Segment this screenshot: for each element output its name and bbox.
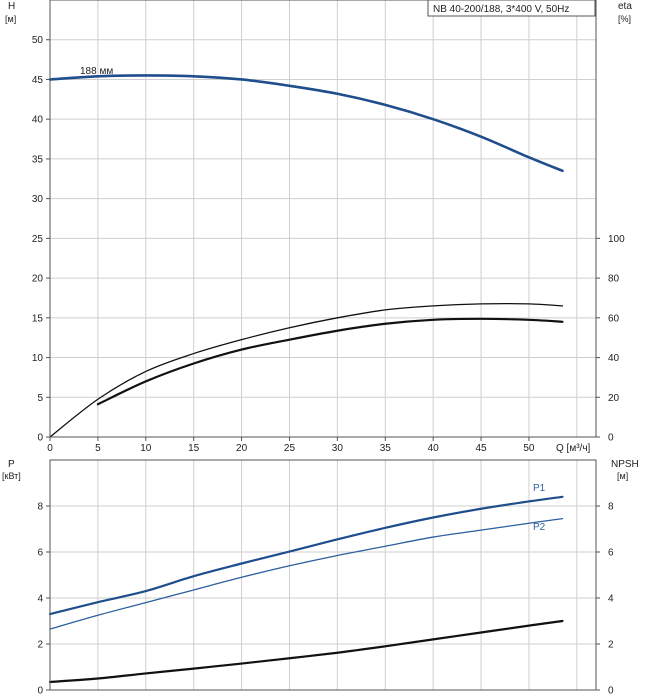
top-ylabel: H xyxy=(8,1,15,12)
top-left-tick-label: 25 xyxy=(32,234,44,245)
top-right-tick-label: 100 xyxy=(608,234,625,245)
top-x-tick-label: 10 xyxy=(140,443,152,454)
bottom-ylabel-right-unit: [м] xyxy=(617,471,628,481)
top-left-tick-label: 50 xyxy=(32,35,44,46)
top-x-tick-label: 45 xyxy=(475,443,487,454)
top-x-tick-label: 40 xyxy=(428,443,440,454)
top-x-tick-label: 25 xyxy=(284,443,296,454)
top-series-line-0 xyxy=(48,74,564,173)
top-left-tick-label: 35 xyxy=(32,154,44,165)
top-ylabel-right: eta xyxy=(618,1,632,12)
bottom-plot-frame xyxy=(49,459,597,691)
top-xlabel: Q [м³/ч] xyxy=(556,443,591,454)
bottom-series xyxy=(48,495,564,684)
bottom-series-line-2 xyxy=(48,619,564,684)
bottom-ylabel-right: NPSH xyxy=(611,459,639,470)
top-left-tick-label: 15 xyxy=(32,313,44,324)
bottom-grid xyxy=(50,460,596,690)
top-left-tick-label: 30 xyxy=(32,194,44,205)
top-x-tick-label: 30 xyxy=(332,443,344,454)
top-left-tick-label: 0 xyxy=(37,433,43,444)
top-tick-labels: 0 5 10 15 20 25 30 35 40 45 50 0 20 40 60 80 100 0 5 10 15 20… xyxy=(32,35,625,454)
top-series-line-2 xyxy=(96,317,564,406)
top-x-tick-label: 15 xyxy=(188,443,200,454)
bottom-right-tick-label: 2 xyxy=(608,640,614,651)
top-left-tick-label: 20 xyxy=(32,274,44,285)
bottom-left-tick-label: 0 xyxy=(37,686,43,697)
top-left-tick-label: 5 xyxy=(37,393,43,404)
top-left-tick-label: 40 xyxy=(32,115,44,126)
top-right-tick-label: 60 xyxy=(608,313,620,324)
top-x-tick-label: 50 xyxy=(523,443,535,454)
bottom-left-tick-label: 2 xyxy=(37,640,43,651)
bottom-left-tick-label: 4 xyxy=(37,594,43,605)
top-x-tick-label: 0 xyxy=(47,443,53,454)
bottom-left-tick-label: 6 xyxy=(37,548,43,559)
bottom-right-tick-label: 4 xyxy=(608,594,614,605)
bottom-series-line-1 xyxy=(49,518,564,630)
bottom-series-line-0 xyxy=(48,495,564,616)
bottom-ylabel: P xyxy=(8,459,15,470)
top-right-tick-label: 20 xyxy=(608,393,620,404)
top-left-tick-label: 10 xyxy=(32,353,44,364)
top-ylabel-right-unit: [%] xyxy=(618,14,631,24)
bottom-right-tick-label: 8 xyxy=(608,502,614,513)
top-right-tick-label: 40 xyxy=(608,353,620,364)
top-series-line-1 xyxy=(49,303,564,438)
top-left-tick-label: 45 xyxy=(32,75,44,86)
top-plot-frame xyxy=(49,0,597,438)
bottom-right-tick-label: 0 xyxy=(608,686,614,697)
top-x-tick-label: 5 xyxy=(95,443,101,454)
chart-title: NB 40-200/188, 3*400 V, 50Hz xyxy=(433,4,569,15)
top-right-tick-label: 80 xyxy=(608,274,620,285)
p2-label: P2 xyxy=(533,522,546,533)
bottom-ylabel-unit: [кВт] xyxy=(2,471,21,481)
bottom-right-tick-label: 6 xyxy=(608,548,614,559)
bottom-left-tick-label: 8 xyxy=(37,502,43,513)
impeller-label: 188 мм xyxy=(80,66,113,77)
top-right-tick-label: 0 xyxy=(608,433,614,444)
title-box xyxy=(427,0,596,17)
bottom-panel: P [кВт] NPSH [м] 0 2 4 6 8 0 2 4 6 8 P1 P2 xyxy=(2,459,639,697)
top-ylabel-unit: [м] xyxy=(5,14,16,24)
top-panel: H [м] eta [%] 05101520253035404550020406… xyxy=(5,0,632,454)
top-grid xyxy=(50,0,596,437)
p1-label: P1 xyxy=(533,483,546,494)
bottom-tick-labels: 0 2 4 6 8 0 2 4 6 8 xyxy=(37,502,614,697)
top-x-tick-label: 20 xyxy=(236,443,248,454)
top-x-tick-label: 35 xyxy=(380,443,392,454)
top-series xyxy=(48,74,564,438)
